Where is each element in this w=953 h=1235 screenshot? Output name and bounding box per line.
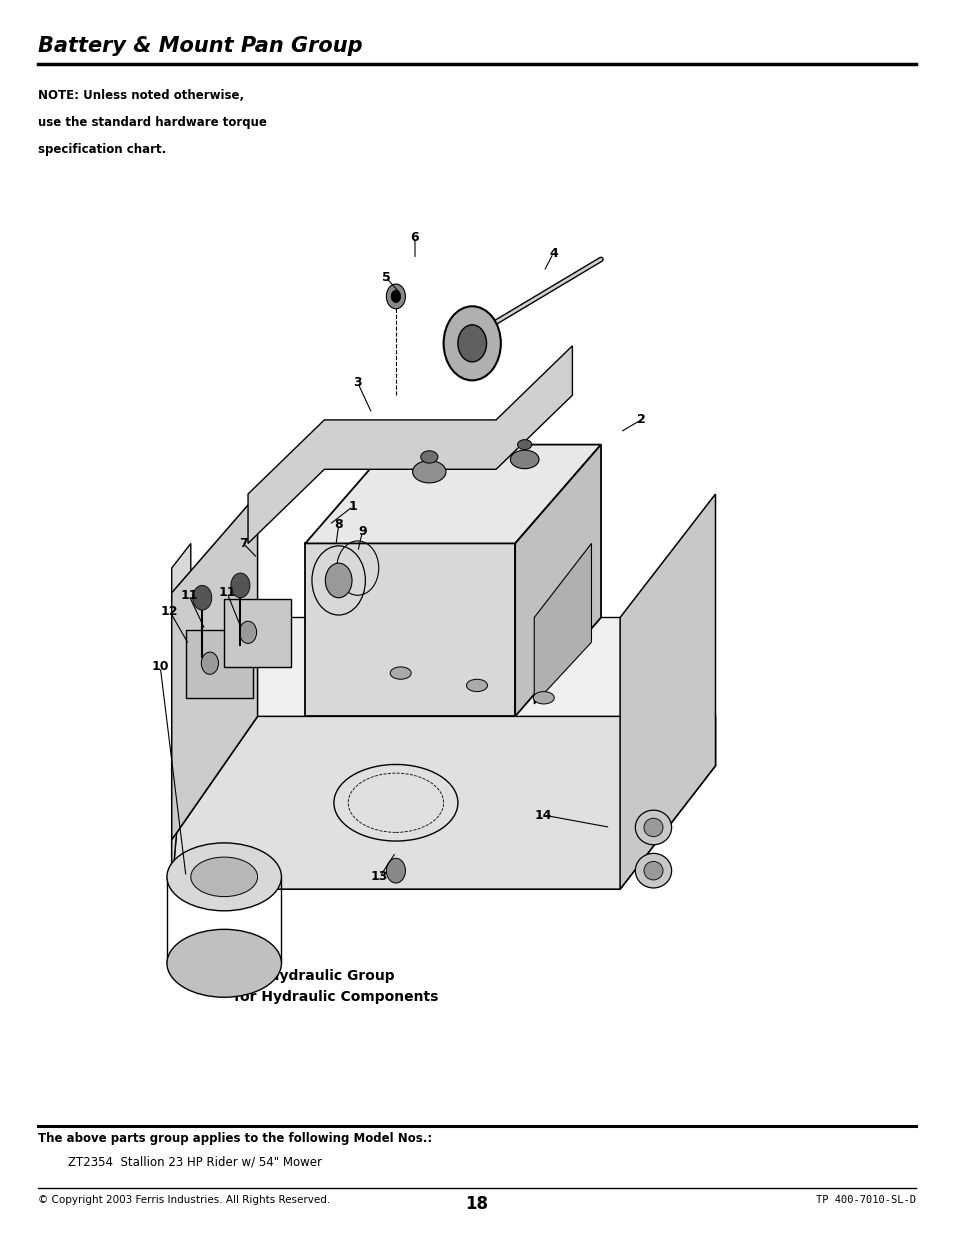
Polygon shape xyxy=(305,543,515,716)
Text: specification chart.: specification chart. xyxy=(38,143,166,157)
Polygon shape xyxy=(186,630,253,698)
Circle shape xyxy=(231,573,250,598)
Text: 14: 14 xyxy=(535,809,552,821)
Ellipse shape xyxy=(643,862,662,879)
Text: NOTE: Unless noted otherwise,: NOTE: Unless noted otherwise, xyxy=(38,89,244,103)
Polygon shape xyxy=(305,445,600,543)
Polygon shape xyxy=(224,599,291,667)
Ellipse shape xyxy=(533,692,554,704)
Polygon shape xyxy=(172,543,191,889)
Circle shape xyxy=(457,325,486,362)
Circle shape xyxy=(201,652,218,674)
Text: 12: 12 xyxy=(161,605,178,618)
Text: 11: 11 xyxy=(218,587,235,599)
Polygon shape xyxy=(172,618,191,889)
Polygon shape xyxy=(248,346,572,543)
Ellipse shape xyxy=(191,857,257,897)
Circle shape xyxy=(386,858,405,883)
Text: 8: 8 xyxy=(334,519,343,531)
Text: ZT2354  Stallion 23 HP Rider w/ 54" Mower: ZT2354 Stallion 23 HP Rider w/ 54" Mower xyxy=(38,1156,322,1170)
Ellipse shape xyxy=(167,930,281,998)
Ellipse shape xyxy=(420,451,437,463)
Text: 3: 3 xyxy=(353,377,362,389)
Text: 6: 6 xyxy=(410,231,419,243)
Ellipse shape xyxy=(643,819,662,837)
Ellipse shape xyxy=(390,667,411,679)
Text: 9: 9 xyxy=(357,525,367,537)
Text: 10: 10 xyxy=(152,661,169,673)
Circle shape xyxy=(391,290,400,303)
Polygon shape xyxy=(534,543,591,704)
Polygon shape xyxy=(191,618,715,716)
Circle shape xyxy=(386,284,405,309)
Text: 1: 1 xyxy=(348,500,357,513)
Text: 4: 4 xyxy=(548,247,558,259)
Text: See Hydraulic Group: See Hydraulic Group xyxy=(233,969,394,983)
Ellipse shape xyxy=(517,440,532,450)
Ellipse shape xyxy=(167,844,281,911)
Text: 18: 18 xyxy=(465,1195,488,1214)
Text: use the standard hardware torque: use the standard hardware torque xyxy=(38,116,267,130)
Ellipse shape xyxy=(635,810,671,845)
Ellipse shape xyxy=(510,450,538,469)
Text: 5: 5 xyxy=(381,272,391,284)
Text: © Copyright 2003 Ferris Industries. All Rights Reserved.: © Copyright 2003 Ferris Industries. All … xyxy=(38,1195,330,1205)
Text: TP 400-7010-SL-D: TP 400-7010-SL-D xyxy=(815,1195,915,1205)
Ellipse shape xyxy=(412,461,445,483)
Text: Battery & Mount Pan Group: Battery & Mount Pan Group xyxy=(38,36,362,56)
Text: 2: 2 xyxy=(636,414,645,426)
Text: 7: 7 xyxy=(238,537,248,550)
Circle shape xyxy=(443,306,500,380)
Text: The above parts group applies to the following Model Nos.:: The above parts group applies to the fol… xyxy=(38,1132,432,1146)
Circle shape xyxy=(193,585,212,610)
Circle shape xyxy=(325,563,352,598)
Polygon shape xyxy=(172,716,715,889)
Ellipse shape xyxy=(635,853,671,888)
Ellipse shape xyxy=(466,679,487,692)
Circle shape xyxy=(239,621,256,643)
Text: 11: 11 xyxy=(180,589,197,601)
Text: 13: 13 xyxy=(371,871,388,883)
Polygon shape xyxy=(172,494,257,840)
Polygon shape xyxy=(515,445,600,716)
Text: for Hydraulic Components: for Hydraulic Components xyxy=(233,990,437,1004)
Polygon shape xyxy=(619,494,715,889)
